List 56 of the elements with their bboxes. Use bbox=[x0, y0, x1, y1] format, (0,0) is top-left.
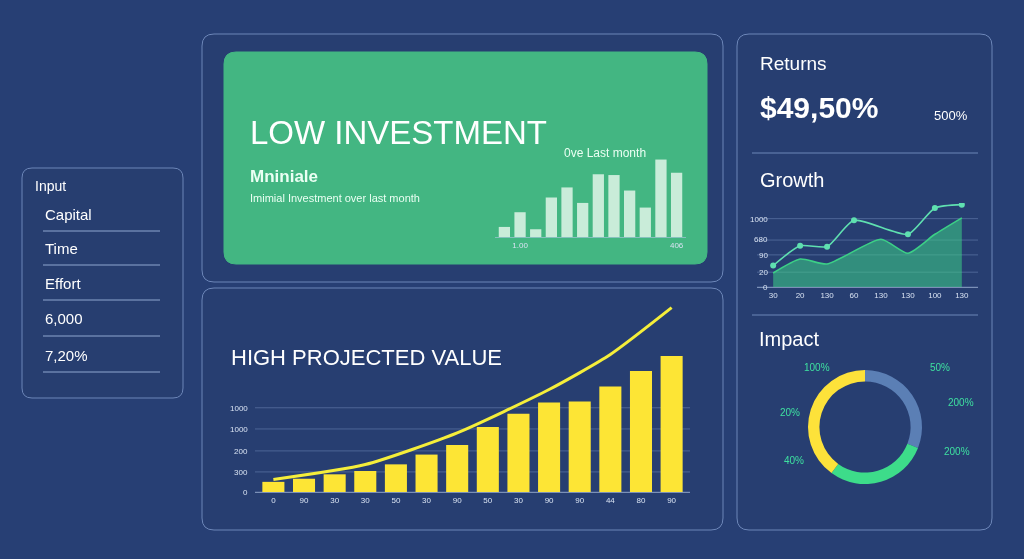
text: 200 bbox=[234, 447, 248, 456]
x-tick-label: 30 bbox=[514, 495, 524, 505]
x-tick-label: 80 bbox=[636, 495, 646, 505]
x-tick-label: 50 bbox=[391, 495, 401, 505]
x-tick-label: 130 bbox=[901, 290, 916, 300]
text: HIGH PROJECTED VALUE bbox=[231, 345, 502, 370]
chart-title: LOW INVESTMENT bbox=[250, 114, 548, 151]
text: 50% bbox=[930, 362, 951, 373]
annotation: 20 bbox=[759, 268, 769, 277]
x-tick-label: 406 bbox=[669, 240, 684, 250]
annotation: 0ve Last month bbox=[564, 146, 647, 160]
text: Returns bbox=[760, 53, 827, 74]
text: 300 bbox=[234, 468, 248, 477]
text: Input bbox=[35, 178, 67, 194]
text: 6,000 bbox=[45, 310, 83, 327]
x-tick-label: 20 bbox=[795, 290, 806, 300]
x-tick-label: 50 bbox=[483, 495, 493, 505]
text: 1000 bbox=[230, 404, 249, 413]
x-tick-label: 30 bbox=[330, 495, 340, 505]
annotation: 680 bbox=[754, 235, 768, 244]
x-tick-label: 30 bbox=[768, 290, 779, 300]
text: Time bbox=[45, 240, 78, 257]
text: 1000 bbox=[230, 425, 249, 434]
text: $49,50% bbox=[760, 91, 879, 124]
text: Capital bbox=[45, 206, 92, 223]
x-tick-label: 90 bbox=[299, 495, 310, 505]
x-tick-label: 90 bbox=[667, 495, 677, 505]
annotation: 0 bbox=[763, 283, 768, 292]
text: 20% bbox=[780, 407, 801, 418]
chart-title: Growth bbox=[760, 169, 825, 191]
x-tick-label: 90 bbox=[544, 495, 555, 505]
x-tick-label: 130 bbox=[874, 290, 889, 300]
x-tick-label: 60 bbox=[849, 290, 860, 300]
annotation: 1000 bbox=[750, 215, 769, 224]
x-tick-label: 90 bbox=[575, 495, 585, 505]
text: Mniniale bbox=[250, 167, 319, 186]
text: 40% bbox=[784, 455, 805, 466]
text: Imimial Investment over last month bbox=[250, 192, 420, 204]
x-tick-label: 30 bbox=[422, 495, 432, 505]
x-tick-label: 130 bbox=[820, 290, 835, 300]
chart-title: Impact bbox=[759, 328, 820, 350]
text: 0 bbox=[243, 488, 248, 497]
x-tick-label: 44 bbox=[605, 495, 616, 505]
x-tick-label: 30 bbox=[360, 495, 371, 505]
x-tick-label: 100 bbox=[928, 290, 943, 300]
x-tick-label: 1.00 bbox=[512, 240, 529, 250]
text: Effort bbox=[45, 275, 82, 292]
text: 200% bbox=[944, 446, 970, 457]
text: 7,20% bbox=[45, 347, 88, 364]
text: 200% bbox=[948, 397, 974, 408]
text: 500% bbox=[934, 108, 968, 123]
x-tick-label: 90 bbox=[452, 495, 463, 505]
x-tick-label: 130 bbox=[955, 290, 970, 300]
x-tick-label: 0 bbox=[271, 495, 277, 505]
text: 100% bbox=[804, 362, 830, 373]
annotation: 90 bbox=[759, 251, 769, 260]
